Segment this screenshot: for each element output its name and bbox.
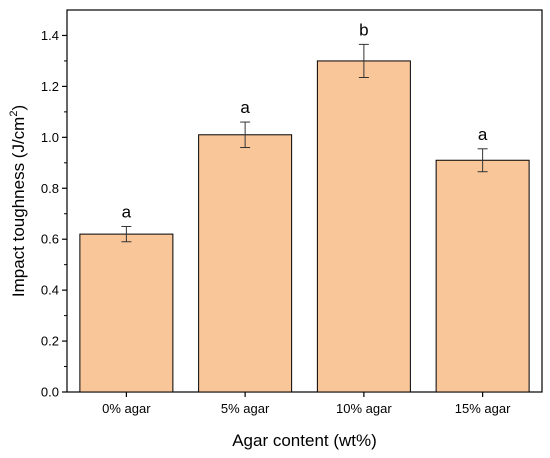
y-axis-label-end: ) <box>9 105 28 111</box>
y-tick-label: 0.6 <box>41 232 59 247</box>
y-axis: 0.0 0.2 0.4 0.6 0.8 1.0 1.2 1.4 <box>41 28 67 400</box>
y-tick-label: 1.0 <box>41 130 59 145</box>
y-axis-label: Impact toughness (J/cm2) <box>8 105 28 297</box>
significance-label: a <box>240 98 250 117</box>
x-tick-label: 15% agar <box>455 401 511 416</box>
bars: a a b a <box>79 20 530 393</box>
bar-2 <box>198 134 293 393</box>
x-tick-label: 5% agar <box>221 401 270 416</box>
y-tick-label: 0.0 <box>41 385 59 400</box>
significance-label: b <box>359 20 368 39</box>
bar-1 <box>79 233 174 393</box>
y-tick-label: 0.2 <box>41 334 59 349</box>
x-axis-label: Agar content (wt%) <box>232 431 377 450</box>
x-tick-label: 10% agar <box>336 401 392 416</box>
significance-label: a <box>478 125 488 144</box>
y-tick-label: 0.4 <box>41 283 59 298</box>
x-tick-label: 0% agar <box>102 401 151 416</box>
plot-frame <box>66 9 543 393</box>
y-tick-label: 0.8 <box>41 181 59 196</box>
bar-3 <box>316 60 411 393</box>
x-axis: 0% agar 5% agar 10% agar 15% agar <box>102 392 511 416</box>
significance-label: a <box>122 202 132 221</box>
bar-4 <box>435 159 530 393</box>
y-tick-label: 1.4 <box>41 28 59 43</box>
y-tick-label: 1.2 <box>41 79 59 94</box>
y-axis-label-main: Impact toughness (J/cm <box>9 117 28 297</box>
y-axis-label-superscript: 2 <box>8 111 20 117</box>
